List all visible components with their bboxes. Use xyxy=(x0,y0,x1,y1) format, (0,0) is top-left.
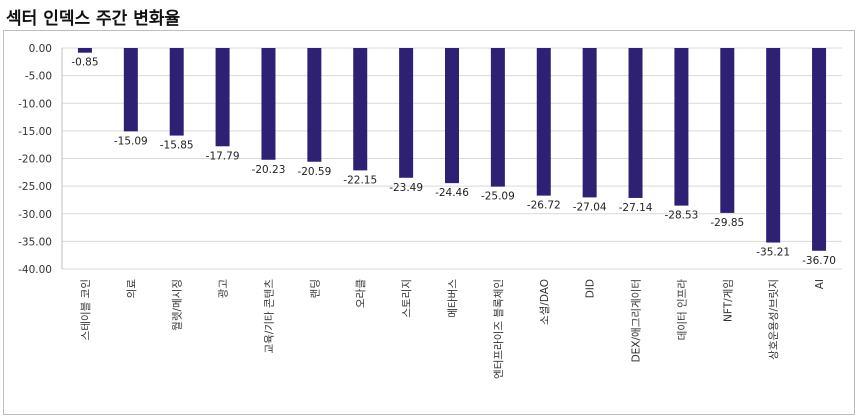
category-labels: 스테이블 코인 의료 월렛/메시징 광고 교육/기타 콘텐츠 랜딩 오라클 스토리지 메타버스 엔… xyxy=(80,279,826,379)
data-label: -26.72 xyxy=(527,200,561,212)
data-label: -29.85 xyxy=(710,217,744,229)
category-label: 스테이블 코인 xyxy=(80,279,92,340)
bar xyxy=(536,48,551,196)
category-label: DID xyxy=(585,279,597,298)
bar xyxy=(490,48,505,187)
data-label: -24.46 xyxy=(435,187,469,199)
bar xyxy=(123,48,138,132)
y-tick-label: -10.00 xyxy=(18,98,52,110)
y-axis: 0.00 -5.00 -10.00 -15.00 -20.00 -25.00 -30.00 -… xyxy=(18,43,63,276)
data-label: -15.09 xyxy=(114,135,148,147)
chart-title: 섹터 인덱스 주간 변화율 xyxy=(6,9,181,29)
category-label: 월렛/메시징 xyxy=(172,279,184,331)
bar xyxy=(399,48,414,178)
bars xyxy=(77,48,827,251)
y-tick-label: -20.00 xyxy=(18,154,52,166)
data-label: -28.53 xyxy=(664,210,698,222)
bar xyxy=(628,48,643,198)
bar xyxy=(582,48,597,198)
data-labels: -0.85 -15.09 -15.85 -17.79 -20.23 -20.59 -22.1… xyxy=(71,57,836,267)
bar xyxy=(720,48,735,213)
category-label: 광고 xyxy=(218,279,230,299)
bar xyxy=(353,48,368,171)
category-label: NFT/게임 xyxy=(721,279,734,322)
data-label: -20.23 xyxy=(252,164,286,176)
data-label: -15.85 xyxy=(160,140,194,152)
y-tick-label: -40.00 xyxy=(18,264,52,276)
y-tick-label: -15.00 xyxy=(18,126,52,138)
bar xyxy=(169,48,184,136)
data-label: -25.09 xyxy=(481,191,515,203)
category-label: 데이터 인프라 xyxy=(676,279,688,341)
y-tick-label: -30.00 xyxy=(18,209,52,221)
bar xyxy=(215,48,230,147)
bar xyxy=(445,48,459,184)
bar xyxy=(766,48,781,243)
category-label: DEX/애그리게이터 xyxy=(631,279,643,362)
category-label: 교육/기타 콘텐츠 xyxy=(263,279,275,354)
category-label: 스토리지 xyxy=(401,279,413,318)
data-label: -17.79 xyxy=(206,150,240,162)
category-label: 의료 xyxy=(126,279,138,299)
y-tick-label: 0.00 xyxy=(29,43,52,55)
bar xyxy=(307,48,322,162)
category-label: 메타버스 xyxy=(447,279,459,318)
data-label: -0.85 xyxy=(71,57,98,69)
bar xyxy=(674,48,689,206)
category-label: AI xyxy=(814,279,826,289)
bar xyxy=(77,48,92,53)
category-label: 상호운용성/브릿지 xyxy=(768,279,780,360)
data-label: -35.21 xyxy=(756,247,790,259)
data-label: -27.04 xyxy=(573,201,607,213)
chart-frame xyxy=(3,30,855,415)
category-label: 소셜/DAO xyxy=(539,279,551,325)
data-label: -20.59 xyxy=(297,166,331,178)
bar xyxy=(812,48,827,251)
data-label: -23.49 xyxy=(389,182,423,194)
data-label: -22.15 xyxy=(343,174,377,186)
y-tick-label: -5.00 xyxy=(25,71,52,83)
y-tick-label: -25.00 xyxy=(18,181,52,193)
category-label: 엔터프라이즈 블록체인 xyxy=(493,279,505,379)
data-label: -27.14 xyxy=(619,202,653,214)
category-label: 랜딩 xyxy=(309,279,321,298)
bar xyxy=(261,48,276,160)
category-label: 오라클 xyxy=(355,279,367,308)
data-label: -36.70 xyxy=(802,255,836,267)
y-tick-label: -35.00 xyxy=(18,236,52,248)
